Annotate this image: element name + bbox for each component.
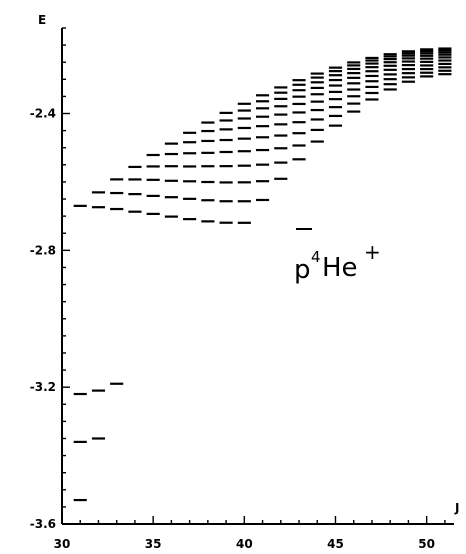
level-series xyxy=(146,56,452,216)
y-tick-label: -3.2 xyxy=(30,380,56,394)
level-series xyxy=(110,51,452,211)
annotation-base: p xyxy=(294,255,311,285)
level-series xyxy=(219,69,452,224)
level-series xyxy=(91,49,452,209)
annotation-charge: + xyxy=(364,240,381,264)
level-series xyxy=(237,73,452,224)
x-tick-label: 45 xyxy=(327,537,344,551)
y-axis-label: E xyxy=(38,13,46,27)
x-axis-label: J xyxy=(454,501,459,515)
x-tick-label: 35 xyxy=(145,537,162,551)
y-tick-label: -2.4 xyxy=(30,107,56,121)
axis-ticks: 30 35 40 45 50 -2.4 -2.8 -3.2 -3.6 xyxy=(30,27,446,551)
x-tick-label: 50 xyxy=(418,537,435,551)
level-series xyxy=(183,62,452,221)
level-series xyxy=(73,47,452,207)
level-series xyxy=(164,59,452,218)
axes xyxy=(61,28,454,525)
species-annotation: p 4 He + xyxy=(294,228,381,285)
x-tick-label: 30 xyxy=(54,537,71,551)
energy-levels xyxy=(73,47,452,502)
level-series xyxy=(201,66,452,223)
level-series xyxy=(128,53,452,213)
y-tick-label: -3.6 xyxy=(30,517,56,531)
annotation-isotope: 4 xyxy=(311,248,321,266)
x-tick-label: 40 xyxy=(236,537,253,551)
level-series-low xyxy=(73,382,124,502)
y-tick-label: -2.8 xyxy=(30,243,56,257)
annotation-element: He xyxy=(322,253,358,283)
